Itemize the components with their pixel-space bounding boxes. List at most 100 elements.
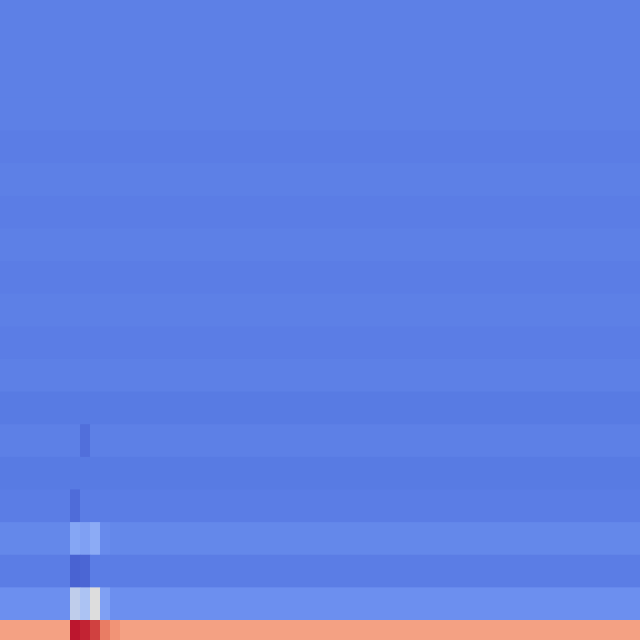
heatmap-cell xyxy=(90,130,101,164)
heatmap-cell xyxy=(500,163,511,197)
heatmap-cell xyxy=(300,456,311,491)
heatmap-cell xyxy=(550,228,561,262)
heatmap-cell xyxy=(580,456,591,491)
heatmap-cell xyxy=(40,163,51,197)
heatmap-cell xyxy=(600,326,611,360)
heatmap-cell xyxy=(450,391,461,425)
heatmap-cell xyxy=(590,456,601,491)
heatmap-cell xyxy=(110,587,121,621)
heatmap-cell xyxy=(430,65,441,99)
heatmap-cell xyxy=(580,587,591,621)
heatmap-cell xyxy=(50,261,61,295)
heatmap-cell xyxy=(560,391,571,425)
heatmap-cell xyxy=(450,424,461,458)
heatmap-cell xyxy=(20,65,31,99)
heatmap-cell xyxy=(70,163,81,197)
heatmap-cell xyxy=(480,228,491,262)
heatmap-cell xyxy=(50,391,61,425)
heatmap-cell xyxy=(270,0,281,34)
heatmap-cell xyxy=(330,620,341,640)
heatmap-cell xyxy=(420,32,431,66)
heatmap-cell xyxy=(250,358,261,393)
heatmap-cell xyxy=(10,456,21,491)
heatmap-cell xyxy=(270,65,281,99)
heatmap-cell xyxy=(250,522,261,556)
heatmap-cell xyxy=(400,65,411,99)
heatmap-cell xyxy=(550,130,561,164)
heatmap-cell xyxy=(120,130,131,164)
heatmap-cell xyxy=(420,522,431,556)
heatmap-cell xyxy=(150,293,161,327)
heatmap-cell xyxy=(330,261,341,295)
heatmap-cell xyxy=(520,228,531,262)
heatmap-cell xyxy=(130,261,141,295)
heatmap-cell xyxy=(70,522,81,556)
heatmap-cell xyxy=(630,391,640,425)
heatmap-cell xyxy=(450,587,461,621)
heatmap-cell xyxy=(450,195,461,230)
heatmap-cell xyxy=(180,391,191,425)
heatmap-cell xyxy=(620,358,631,393)
heatmap-cell xyxy=(80,0,91,34)
heatmap-cell xyxy=(520,456,531,491)
heatmap-cell xyxy=(550,195,561,230)
heatmap-cell xyxy=(270,261,281,295)
heatmap-cell xyxy=(90,424,101,458)
heatmap-cell xyxy=(130,293,141,327)
heatmap-cell xyxy=(180,65,191,99)
heatmap-cell xyxy=(80,293,91,327)
heatmap-cell xyxy=(0,587,11,621)
heatmap-cell xyxy=(50,228,61,262)
heatmap-cell xyxy=(130,130,141,164)
heatmap-cell xyxy=(350,293,361,327)
heatmap-cell xyxy=(130,391,141,425)
heatmap-cell xyxy=(370,228,381,262)
heatmap-cell xyxy=(160,456,171,491)
heatmap-cell xyxy=(300,261,311,295)
heatmap-cell xyxy=(130,587,141,621)
heatmap-cell xyxy=(240,424,251,458)
heatmap-cell xyxy=(460,391,471,425)
heatmap-cell xyxy=(620,587,631,621)
heatmap-cell xyxy=(430,587,441,621)
heatmap-cell xyxy=(240,587,251,621)
heatmap-cell xyxy=(440,456,451,491)
heatmap-cell xyxy=(580,65,591,99)
heatmap-cell xyxy=(260,228,271,262)
heatmap-cell xyxy=(440,358,451,393)
heatmap-cell xyxy=(160,522,171,556)
heatmap-cell xyxy=(540,65,551,99)
heatmap-cell xyxy=(10,489,21,523)
heatmap-cell xyxy=(100,358,111,393)
heatmap-cell xyxy=(400,32,411,66)
heatmap-cell xyxy=(230,620,241,640)
heatmap-cell xyxy=(400,130,411,164)
heatmap-cell xyxy=(390,228,401,262)
heatmap-cell xyxy=(330,228,341,262)
heatmap-cell xyxy=(10,391,21,425)
heatmap-cell xyxy=(420,489,431,523)
heatmap-cell xyxy=(300,0,311,34)
heatmap-cell xyxy=(210,228,221,262)
heatmap-cell xyxy=(310,522,321,556)
heatmap-cell xyxy=(610,163,621,197)
heatmap-cell xyxy=(570,358,581,393)
heatmap-cell xyxy=(560,587,571,621)
heatmap-cell xyxy=(360,228,371,262)
heatmap-cell xyxy=(50,97,61,132)
heatmap-cell xyxy=(610,489,621,523)
heatmap-cell xyxy=(580,358,591,393)
heatmap-cell xyxy=(80,163,91,197)
heatmap-cell xyxy=(270,195,281,230)
heatmap-cell xyxy=(630,130,640,164)
heatmap-cell xyxy=(130,424,141,458)
heatmap-cell xyxy=(530,163,541,197)
heatmap-cell xyxy=(340,587,351,621)
heatmap-cell xyxy=(200,261,211,295)
heatmap-cell xyxy=(470,424,481,458)
heatmap-cell xyxy=(630,163,640,197)
heatmap-cell xyxy=(120,0,131,34)
heatmap-cell xyxy=(450,456,461,491)
heatmap-cell xyxy=(250,587,261,621)
heatmap-cell xyxy=(490,587,501,621)
